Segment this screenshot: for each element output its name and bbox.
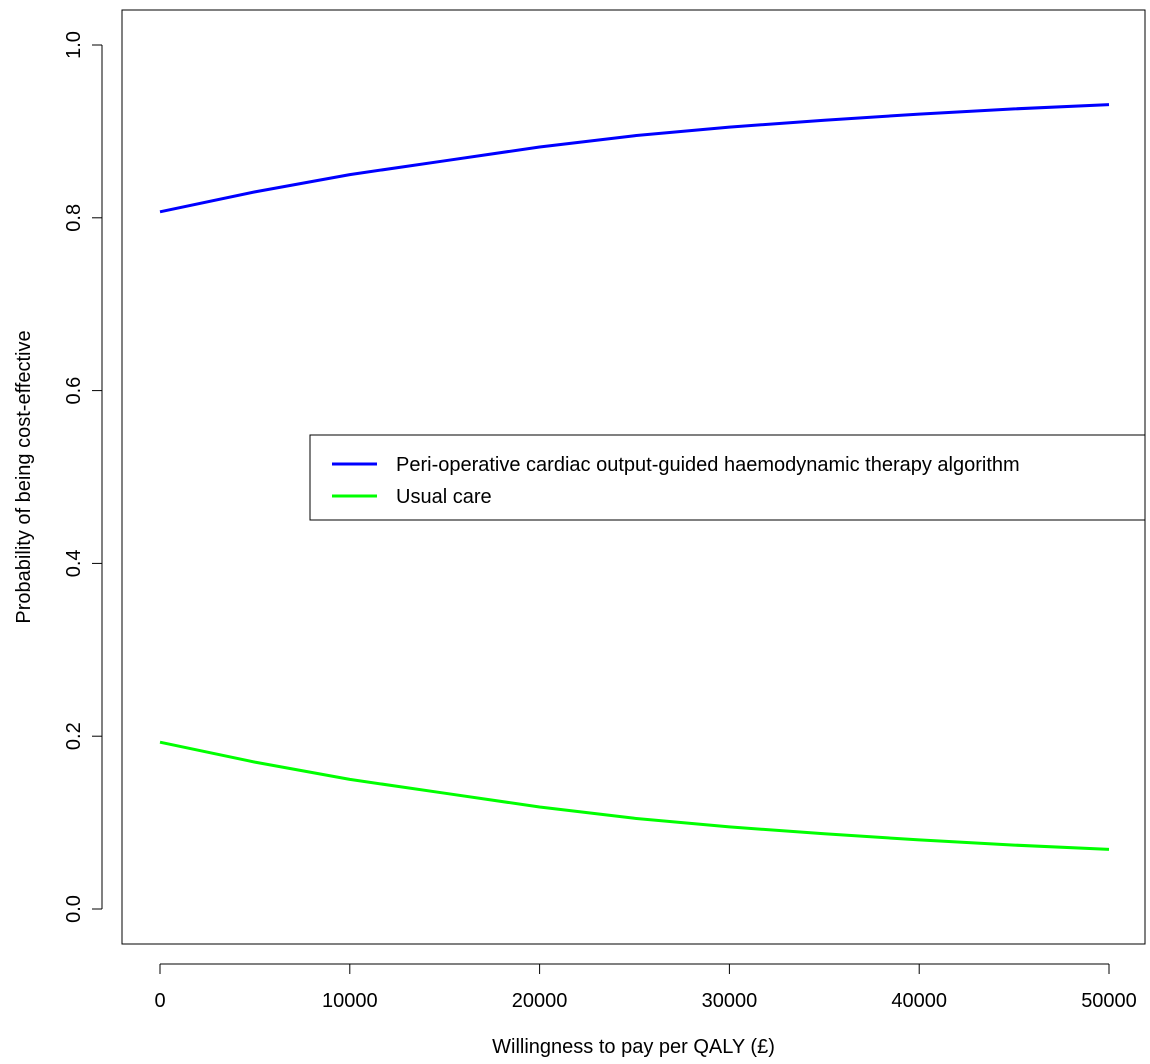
x-tick-label: 20000 [512, 990, 568, 1012]
y-tick-label: 0.0 [63, 895, 85, 923]
legend-label-usual-care: Usual care [396, 486, 492, 508]
legend: Peri-operative cardiac output-guided hae… [309, 434, 1146, 521]
x-axis: 0 10000 20000 30000 40000 50000 [154, 963, 1137, 1012]
x-tick-label: 40000 [891, 990, 947, 1012]
x-tick-label: 10000 [322, 990, 378, 1012]
legend-box [309, 434, 1146, 521]
series-line-usual-care [159, 740, 1110, 851]
series-line-algorithm [159, 103, 1110, 214]
y-tick-label: 0.4 [63, 549, 85, 577]
legend-label-algorithm: Peri-operative cardiac output-guided hae… [396, 454, 1020, 476]
y-axis-title: Probability of being cost-effective [13, 330, 35, 623]
y-axis: 0.0 0.2 0.4 0.6 0.8 1.0 [63, 31, 103, 923]
x-tick-label: 0 [154, 990, 165, 1012]
x-tick-label: 50000 [1081, 990, 1137, 1012]
y-tick-label: 0.8 [63, 204, 85, 232]
x-axis-title: Willingness to pay per QALY (£) [492, 1036, 775, 1058]
x-tick-label: 30000 [702, 990, 758, 1012]
series-layer [159, 103, 1110, 851]
y-tick-label: 0.6 [63, 377, 85, 405]
y-tick-label: 0.2 [63, 722, 85, 750]
y-tick-label: 1.0 [63, 31, 85, 59]
